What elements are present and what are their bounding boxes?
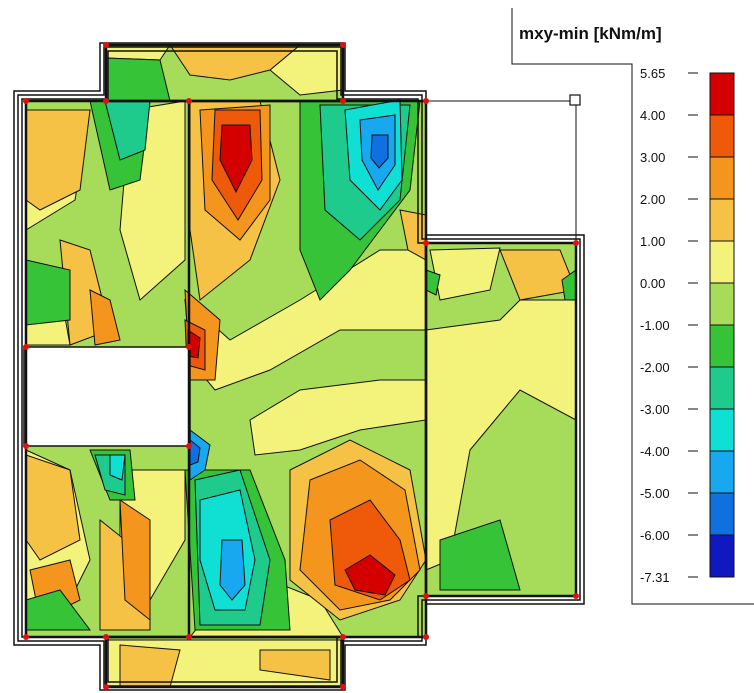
legend-color-band-8 — [709, 408, 735, 452]
zone-red — [187, 124, 396, 596]
legend-tick-label: -5.00 — [640, 486, 670, 501]
legend-panel: mxy-min [kNm/m] 5.65 4.00 3.00 2.00 1.00 0.00… — [511, 8, 754, 605]
slab-contour-plot — [13, 42, 585, 691]
legend-color-band-6 — [709, 324, 735, 368]
legend-tick-label: 5.65 — [640, 66, 665, 81]
legend-tick-label: -7.31 — [640, 570, 670, 585]
legend-color-band-1 — [709, 114, 735, 158]
view-handle[interactable] — [569, 94, 581, 106]
legend-color-band-5 — [709, 282, 735, 326]
legend-tick-label: -4.00 — [640, 444, 670, 459]
legend-tick-label: 4.00 — [640, 108, 665, 123]
legend-color-band-3 — [709, 198, 735, 242]
legend-color-band-4 — [709, 240, 735, 284]
slab-opening — [23, 346, 191, 447]
legend-color-band-0 — [709, 72, 735, 116]
legend-color-band-2 — [709, 156, 735, 200]
legend-tick-label: 1.00 — [640, 234, 665, 249]
legend-color-band-9 — [709, 450, 735, 494]
node-points — [23, 42, 579, 690]
legend-title: mxy-min [kNm/m] — [519, 24, 662, 43]
legend-tick-label: 3.00 — [640, 150, 665, 165]
legend-tick-label: 0.00 — [640, 276, 665, 291]
legend-tick-label: -3.00 — [640, 402, 670, 417]
legend-scale: 5.65 4.00 3.00 2.00 1.00 0.00 -1.00 -2.00 -3.00 -… — [640, 66, 735, 585]
zone-light-blue — [189, 114, 396, 601]
zone-yellow — [25, 44, 577, 688]
legend-frame — [511, 8, 754, 605]
legend-tick-label: 2.00 — [640, 192, 665, 207]
legend-tick-label: -2.00 — [640, 360, 670, 375]
zone-blue — [189, 134, 389, 466]
legend-color-band-11 — [709, 534, 735, 578]
legend-color-band-10 — [709, 492, 735, 536]
legend-tick-label: -6.00 — [640, 528, 670, 543]
legend-tick-label: -1.00 — [640, 318, 670, 333]
legend-color-band-7 — [709, 366, 735, 410]
